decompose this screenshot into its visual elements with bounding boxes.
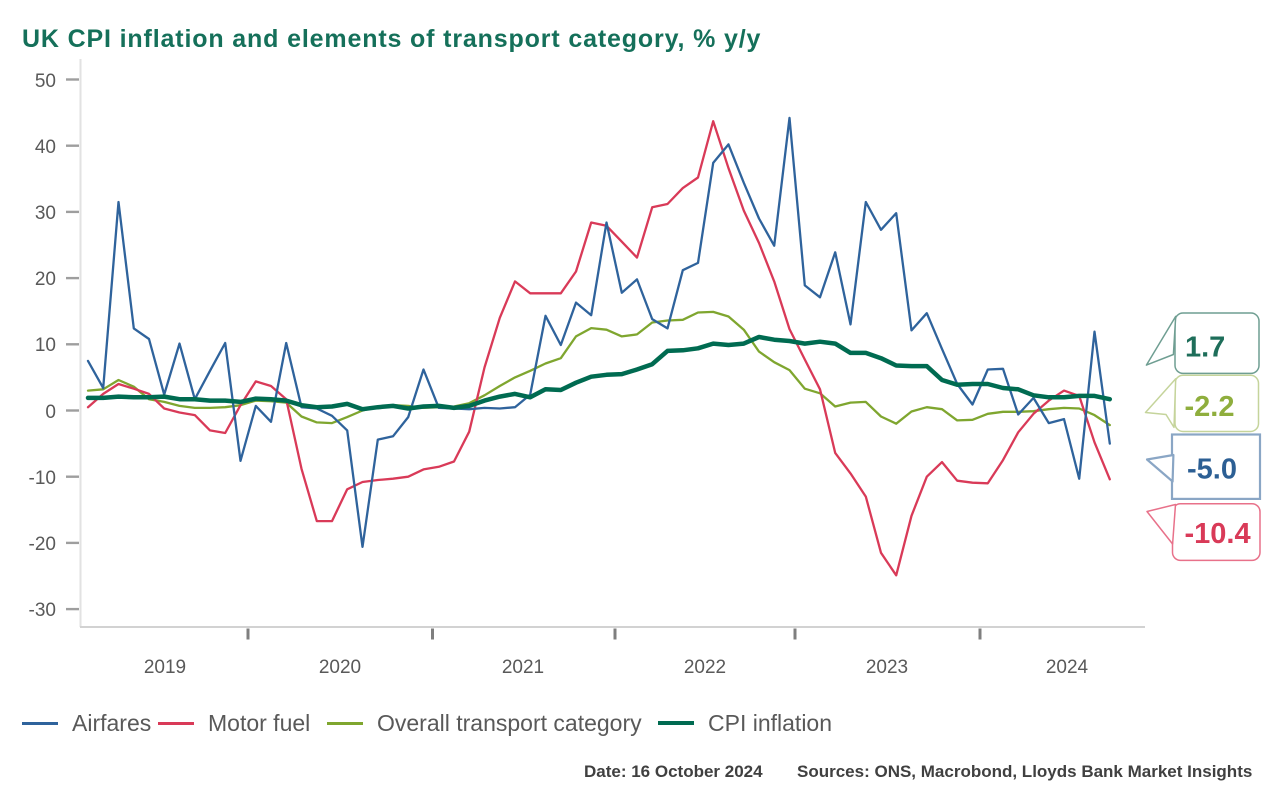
svg-text:50: 50 [35, 71, 56, 92]
svg-text:0: 0 [45, 402, 56, 423]
svg-text:2020: 2020 [319, 657, 361, 678]
svg-text:-5.0: -5.0 [1187, 454, 1237, 486]
svg-text:20: 20 [35, 269, 56, 290]
svg-text:10: 10 [35, 335, 56, 356]
svg-text:-10.4: -10.4 [1185, 518, 1251, 550]
svg-text:2022: 2022 [684, 657, 726, 678]
svg-text:-30: -30 [29, 600, 56, 621]
svg-text:1.7: 1.7 [1185, 332, 1225, 364]
svg-text:2021: 2021 [502, 657, 544, 678]
svg-text:2019: 2019 [144, 657, 186, 678]
svg-text:-10: -10 [29, 468, 56, 489]
svg-text:30: 30 [35, 203, 56, 224]
svg-text:2024: 2024 [1046, 657, 1089, 678]
svg-text:40: 40 [35, 137, 56, 158]
svg-text:2023: 2023 [866, 657, 908, 678]
svg-text:-20: -20 [29, 534, 56, 555]
svg-text:-2.2: -2.2 [1185, 391, 1235, 423]
